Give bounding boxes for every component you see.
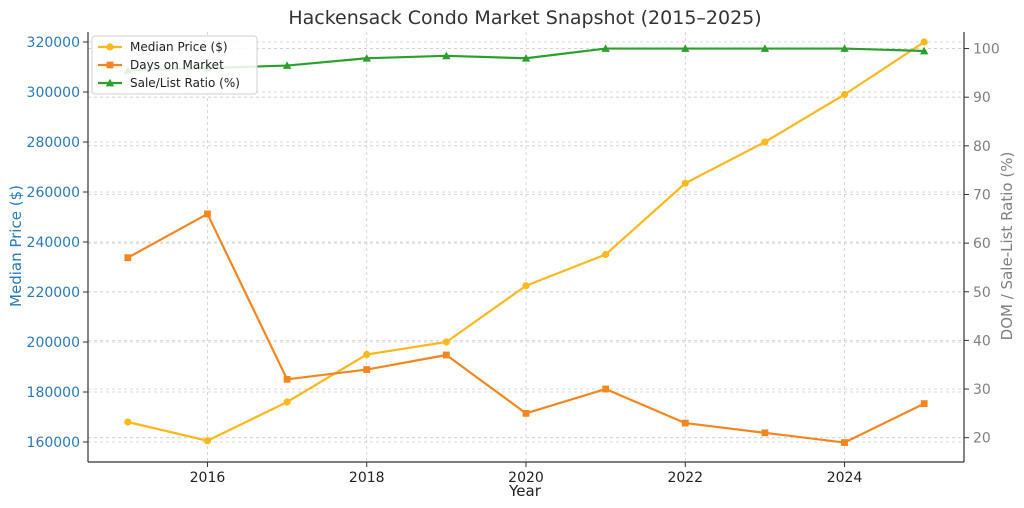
sale-list-ratio-point — [282, 61, 292, 69]
sale-list-ratio-point — [919, 46, 929, 55]
days-on-market-point — [522, 409, 530, 417]
legend-label: Median Price ($) — [130, 40, 228, 54]
chart-title: Hackensack Condo Market Snapshot (2015–2… — [288, 7, 761, 29]
sale-list-ratio-point — [362, 54, 371, 62]
y-tick-label: 180000 — [27, 385, 80, 401]
legend-swatch-marker — [106, 43, 114, 51]
days-on-market-point — [204, 210, 211, 218]
x-tick-label: 2024 — [827, 470, 863, 486]
median-price-point — [363, 350, 371, 359]
y2-axis-title: DOM / Sale-List Ratio (%) — [998, 152, 1016, 341]
legend-label: Days on Market — [130, 58, 224, 72]
sale-list-ratio-point — [681, 44, 690, 52]
median-price-point — [920, 38, 928, 46]
series-layer — [123, 38, 929, 446]
days-on-market-point — [681, 419, 689, 427]
median-price-point — [681, 179, 689, 187]
y2-tick-label: 20 — [973, 431, 991, 447]
legend-box — [91, 35, 258, 95]
days-on-market-point — [761, 429, 769, 437]
days-on-market-point — [442, 351, 450, 359]
days-on-market-point — [283, 375, 291, 383]
y-tick-label: 280000 — [27, 135, 80, 151]
legend-swatch-marker — [105, 78, 115, 87]
y-axis-title: Median Price ($) — [7, 185, 25, 307]
days-on-market-point — [841, 439, 848, 446]
x-tick-label: 2022 — [667, 470, 703, 486]
days-on-market-point — [363, 366, 371, 373]
legend: Median Price ($) Days on Market Sale/List … — [91, 35, 258, 95]
median-price-point — [124, 418, 132, 426]
y-tick-label: 240000 — [27, 235, 80, 251]
sale-list-ratio-point — [840, 44, 849, 52]
days-on-market-point — [920, 400, 928, 408]
legend-entry-days-on-market: Days on Market — [98, 58, 224, 72]
median-price-point — [203, 437, 212, 445]
y-tick-label: 260000 — [27, 185, 80, 201]
legend-entry-median-price: Median Price ($) — [98, 40, 228, 54]
days-on-market-point — [124, 254, 132, 262]
median-price-point — [761, 138, 769, 146]
x-tick-label: 2016 — [190, 470, 226, 486]
y2-tick-label: 100 — [973, 42, 1000, 58]
median-price-point — [840, 90, 849, 99]
legend-swatch-marker — [106, 61, 114, 69]
y2-tick-label: 30 — [973, 382, 991, 398]
median-price-point — [283, 398, 291, 406]
days-on-market-point — [602, 385, 610, 393]
sale-list-ratio-point — [442, 51, 451, 60]
y2-tick-label: 60 — [973, 236, 991, 252]
x-tick-label: 2020 — [508, 470, 544, 486]
sale-list-ratio-point — [521, 54, 531, 62]
x-axis-title: Year — [508, 482, 542, 500]
legend-label: Sale/List Ratio (%) — [130, 76, 240, 90]
median-price-point — [522, 282, 530, 290]
y2-tick-label: 50 — [973, 285, 991, 301]
median-price-point — [442, 338, 450, 346]
y-tick-label: 300000 — [27, 85, 80, 101]
y2-tick-label: 80 — [973, 139, 991, 155]
series-days-on-market — [124, 210, 928, 446]
x-tick-label: 2018 — [349, 470, 385, 486]
y-tick-label: 160000 — [27, 435, 80, 451]
sale-list-ratio-point — [760, 44, 770, 52]
y-tick-label: 220000 — [27, 285, 80, 301]
y2-tick-label: 70 — [973, 187, 991, 203]
y2-tick-label: 40 — [973, 333, 991, 349]
y-tick-label: 200000 — [27, 335, 80, 351]
grid — [88, 32, 964, 462]
sale-list-ratio-point — [601, 44, 610, 52]
y2-tick-label: 90 — [973, 90, 991, 106]
y-tick-label: 320000 — [27, 35, 80, 51]
series-median-price — [124, 38, 928, 445]
axes: 2016 2018 2020 2022 2024 160000 180000 200000 22… — [27, 32, 1000, 486]
median-price-point — [602, 250, 610, 259]
legend-entry-sale-list-ratio: Sale/List Ratio (%) — [98, 76, 240, 90]
